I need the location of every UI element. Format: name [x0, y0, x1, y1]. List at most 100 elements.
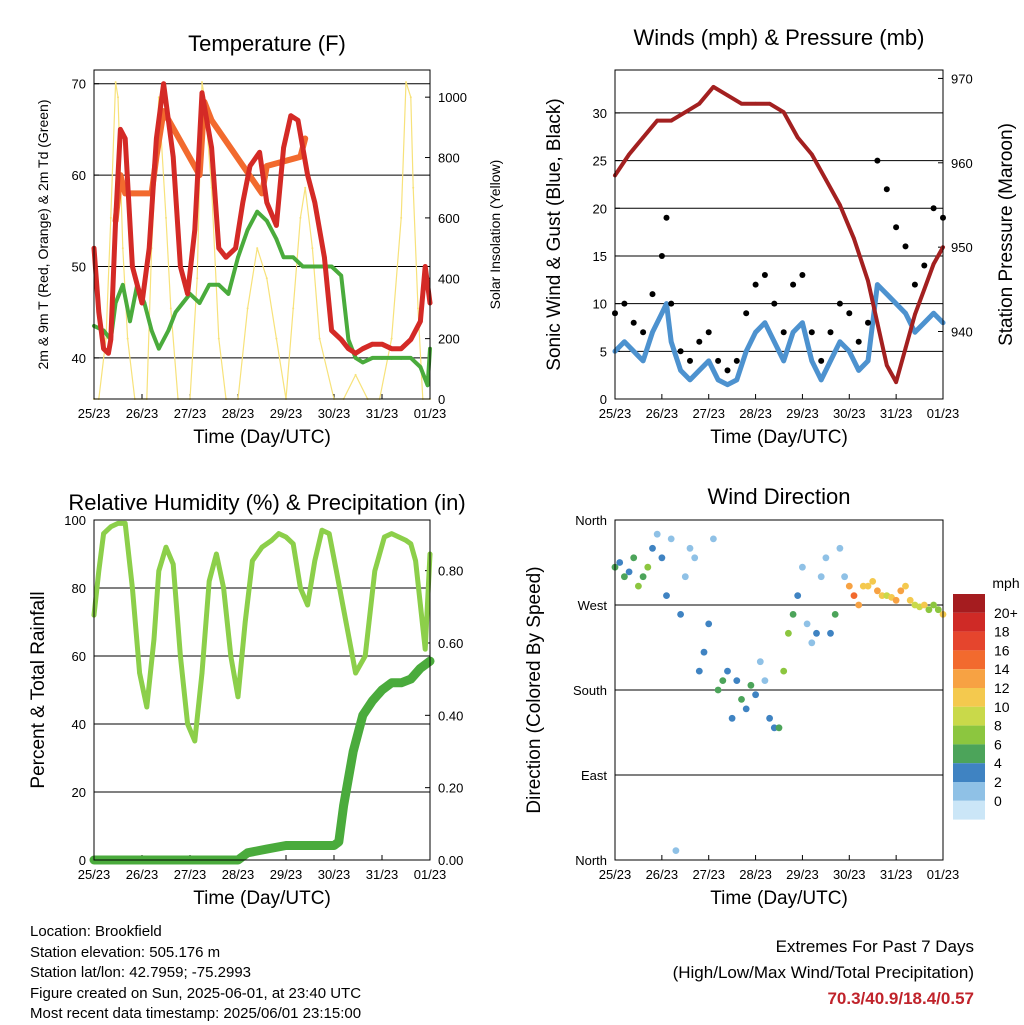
winds-ytick-label: 5 [600, 344, 607, 359]
temp-2m-line-point [146, 245, 152, 251]
humidity-xtick-label: 26/23 [126, 867, 159, 882]
precipitation-line-point [358, 711, 367, 720]
solar-insolation-line-point [304, 186, 307, 189]
precipitation-line-point [339, 801, 348, 810]
winds-xtick-label: 30/23 [833, 406, 866, 421]
speed-legend-swatch [953, 688, 985, 707]
sonic-wind-line-point [734, 377, 740, 383]
relative-humidity-line-point [192, 738, 198, 744]
sonic-wind-line [612, 282, 946, 388]
dewpoint-line-point [329, 264, 334, 269]
direction-point [625, 568, 633, 576]
direction-point [785, 629, 792, 637]
dewpoint-line-point [226, 292, 231, 296]
solar-insolation-line-point [412, 186, 415, 189]
gust-point [865, 319, 871, 326]
sonic-wind-line-point [715, 377, 721, 383]
temp-2m-line-point [305, 172, 310, 178]
wind_direction-xtick-label: 30/23 [833, 867, 866, 882]
dewpoint-line-point [380, 356, 384, 360]
speed-legend-label: 2 [994, 774, 1002, 790]
winds-y2tick-label: 970 [951, 71, 973, 86]
dewpoint-line-point [207, 282, 212, 287]
solar-insolation-line-point [390, 337, 393, 340]
direction-point [616, 559, 624, 566]
direction-point [878, 592, 886, 599]
direction-point [658, 554, 666, 562]
sonic-wind-line-point [790, 329, 796, 335]
wind_direction-frame [614, 519, 944, 861]
temperature-xtick-label: 28/23 [222, 406, 255, 421]
wind_direction-xtick-label: 26/23 [646, 867, 679, 882]
direction-point [710, 535, 717, 543]
winds-xtick-label: 29/23 [786, 406, 819, 421]
relative-humidity-line-point [185, 721, 190, 727]
location-text: Location: Brookfield [30, 923, 162, 940]
direction-point [794, 592, 802, 599]
temp-2m-line-point [247, 163, 253, 169]
relative-humidity-line-point [305, 602, 310, 608]
direction-point [892, 596, 900, 604]
direction-point [752, 691, 759, 699]
humidity-ytick-label: 100 [64, 513, 86, 528]
humidity-y2tick-label: 0.80 [438, 564, 463, 579]
dewpoint-line-point [310, 264, 315, 269]
temperature-y2tick-label: 200 [438, 332, 460, 347]
elevation-text: Station elevation: 505.176 m [30, 943, 221, 961]
relative-humidity-line-point [156, 568, 162, 574]
pressure-line-point [903, 346, 908, 351]
winds-ylabel-left: Sonic Wind & Gust (Blue, Black) [544, 98, 565, 370]
precipitation-line-point [377, 685, 387, 695]
temp-2m-line-point [329, 328, 334, 333]
pressure-line-point [725, 93, 730, 98]
speed-legend-swatch [953, 800, 985, 820]
direction-point [789, 611, 797, 618]
direction-point [869, 578, 877, 585]
pressure-line-point [753, 101, 758, 106]
relative-humidity-line-point [353, 670, 358, 676]
relative-humidity-line-point [334, 568, 339, 574]
pressure-line-point [884, 363, 889, 368]
winds-panel: Winds (mph) & Pressure (mb) 25/23 26/23 27/… [544, 25, 1017, 448]
relative-humidity-line-point [382, 534, 387, 540]
direction-point [635, 582, 642, 590]
direction-point [733, 677, 741, 684]
direction-point [864, 582, 872, 590]
sonic-wind-line-point [931, 310, 936, 316]
temp-2m-line-point [295, 118, 301, 123]
wind_direction-xtick-label: 27/23 [692, 867, 725, 882]
gust-point [668, 300, 675, 307]
temperature-xtick-label: 29/23 [270, 406, 303, 421]
latlon-text: Station lat/lon: 42.7959; -75.2993 [30, 964, 252, 981]
direction-point [813, 629, 820, 637]
humidity-xtick-label: 31/23 [366, 867, 399, 882]
direction-point [920, 601, 928, 609]
temp-2m-line-point [389, 346, 394, 351]
solar-insolation-line-point [114, 81, 117, 84]
humidity-y2tick-label: 0.00 [438, 853, 463, 868]
temperature-y2tick-label: 800 [438, 151, 460, 166]
pressure-line-point [894, 380, 898, 384]
sonic-wind-line-point [664, 301, 669, 306]
gust-point [630, 319, 637, 326]
precipitation-line-point [349, 747, 358, 756]
dewpoint-line-point [245, 228, 250, 232]
dewpoint-line-point [128, 319, 132, 324]
sonic-wind-line-point [631, 349, 636, 354]
temperature-xtick-label: 30/23 [318, 406, 351, 421]
sonic-wind-line-point [865, 358, 871, 364]
pressure-line-point [809, 152, 814, 157]
winds-ytick-label: 25 [593, 154, 607, 169]
temp-2m-line-point [223, 255, 229, 260]
relative-humidity-line-point [144, 704, 150, 710]
temperature-ytick-label: 60 [72, 168, 86, 183]
dewpoint-line-point [339, 273, 344, 278]
temperature-ylabel-left: 2m & 9m T (Red, Orange) & 2m Td (Green) [35, 100, 51, 370]
gust-point [724, 367, 731, 374]
direction-point [845, 582, 853, 590]
direction-point [775, 724, 783, 732]
solar-insolation-line-point [409, 96, 412, 99]
direction-point [649, 544, 656, 552]
humidity-title: Relative Humidity (%) & Precipitation (i… [68, 490, 465, 515]
temperature-xlabel: Time (Day/UTC) [193, 427, 331, 448]
